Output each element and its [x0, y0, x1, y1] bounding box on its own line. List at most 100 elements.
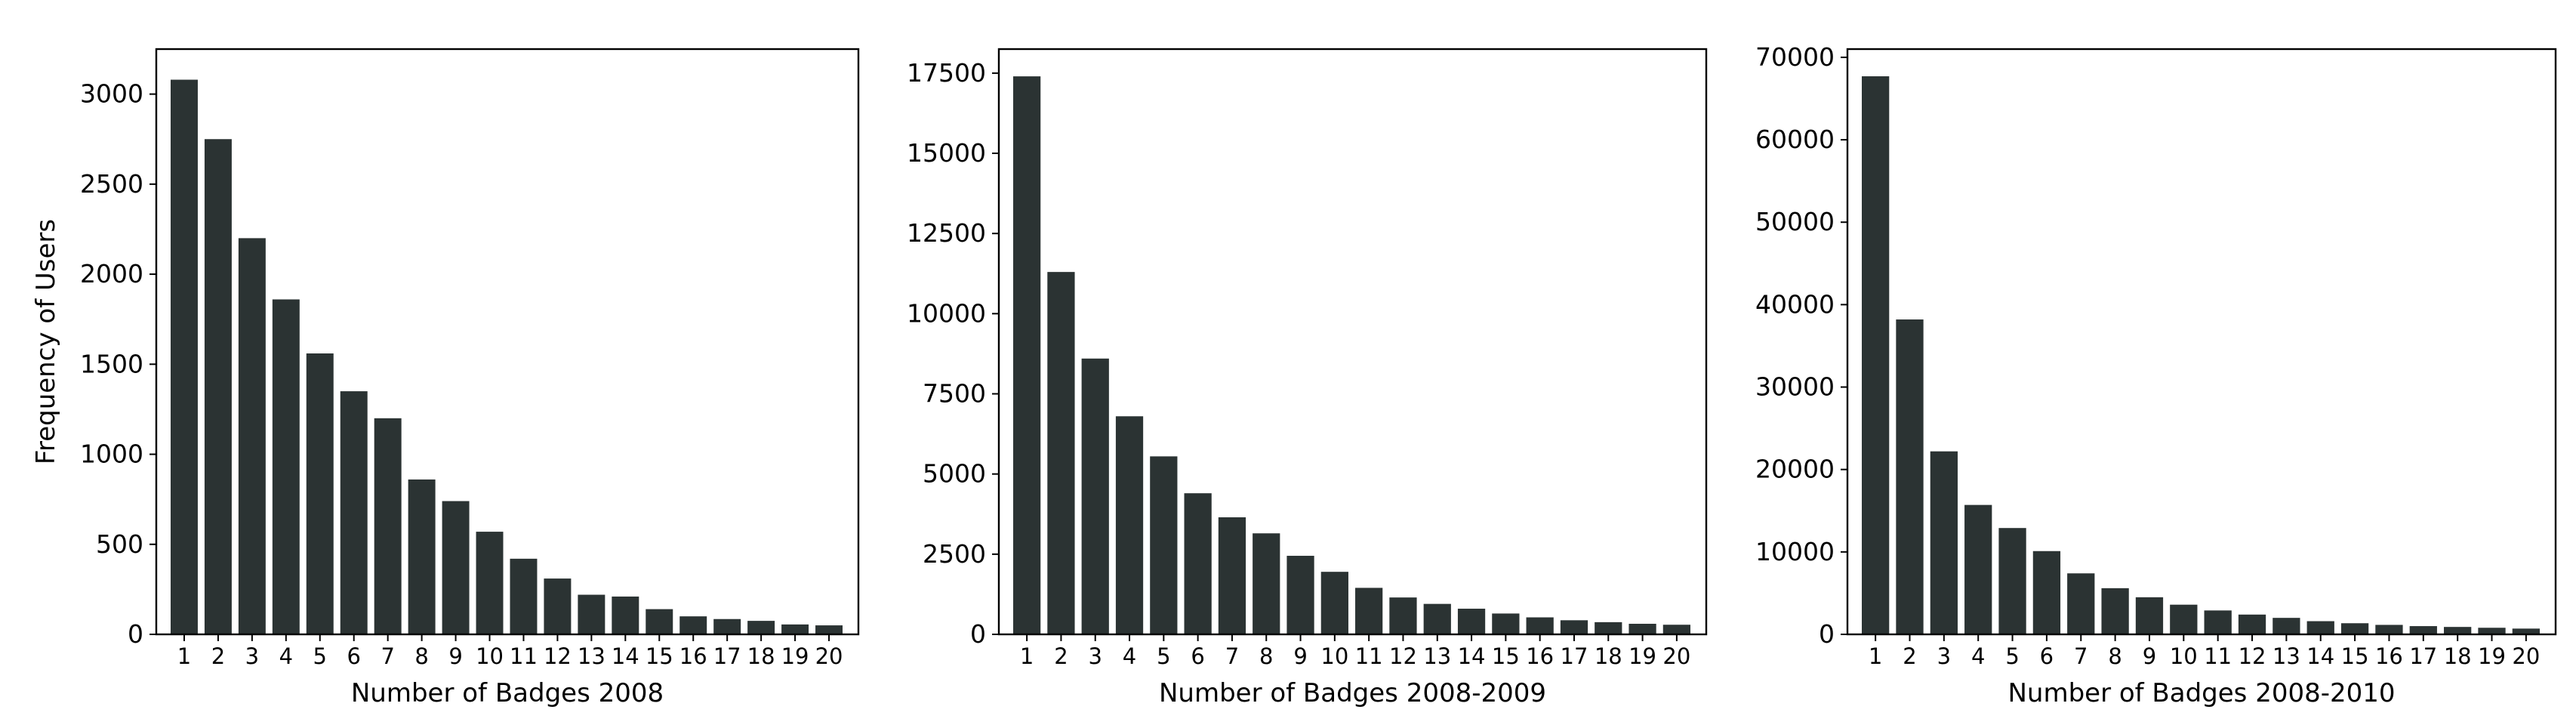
bar-series — [171, 79, 843, 635]
x-tick-label: 1 — [1869, 643, 1882, 669]
bar-14 — [612, 596, 639, 634]
bar-14 — [1457, 609, 1486, 634]
y-tick-label: 10000 — [1755, 537, 1835, 566]
x-tick-label: 15 — [646, 643, 673, 669]
y-tick-label: 70000 — [1755, 42, 1835, 72]
bar-17 — [2409, 626, 2437, 634]
bar-8 — [1253, 533, 1280, 634]
x-tick-label: 13 — [578, 643, 605, 669]
bar-7 — [374, 418, 402, 634]
y-tick-label: 12500 — [907, 218, 986, 248]
bar-13 — [1423, 603, 1451, 634]
x-tick-label: 20 — [2512, 643, 2540, 669]
y-tick-label: 60000 — [1755, 125, 1835, 154]
x-axis-label: Number of Badges 2008-2009 — [1159, 678, 1546, 708]
x-tick-label: 4 — [279, 643, 293, 669]
x-tick-label: 18 — [1595, 643, 1622, 669]
x-tick-label: 7 — [381, 643, 394, 669]
bar-13 — [578, 594, 605, 634]
bar-4 — [1115, 416, 1144, 634]
bar-12 — [1389, 597, 1417, 634]
x-tick-label: 3 — [1089, 643, 1102, 669]
y-tick-label: 10000 — [907, 298, 986, 328]
x-tick-label: 19 — [1628, 643, 1656, 669]
bar-11 — [2204, 610, 2232, 634]
y-tick-label: 0 — [970, 619, 986, 649]
y-tick-label: 2500 — [923, 539, 986, 569]
bar-1 — [1013, 76, 1041, 635]
x-tick-label: 16 — [1526, 643, 1554, 669]
y-tick-label: 0 — [128, 619, 143, 649]
y-tick-label: 30000 — [1755, 372, 1835, 402]
x-tick-label: 3 — [245, 643, 259, 669]
y-tick-label: 2500 — [80, 169, 143, 199]
bar-8 — [2101, 588, 2129, 634]
bar-5 — [306, 353, 334, 634]
x-tick-label: 19 — [2478, 643, 2506, 669]
bar-20 — [2512, 628, 2540, 634]
y-tick-label: 17500 — [907, 58, 986, 88]
bar-19 — [781, 624, 809, 634]
x-tick-label: 9 — [448, 643, 462, 669]
bar-8 — [408, 479, 436, 634]
x-tick-label: 2 — [211, 643, 225, 669]
x-tick-label: 13 — [2272, 643, 2300, 669]
x-tick-label: 1 — [177, 643, 191, 669]
bar-13 — [2272, 618, 2300, 634]
x-tick-label: 8 — [1259, 643, 1273, 669]
bar-11 — [1355, 588, 1383, 634]
bar-18 — [2444, 627, 2472, 634]
x-axis-label: Number of Badges 2008 — [351, 678, 664, 708]
x-tick-label: 14 — [2306, 643, 2334, 669]
x-tick-label: 2 — [1903, 643, 1916, 669]
x-tick-label: 14 — [612, 643, 639, 669]
x-tick-label: 16 — [2375, 643, 2403, 669]
bar-series — [1862, 76, 2540, 634]
y-tick-label: 2000 — [80, 259, 143, 288]
bar-16 — [1526, 617, 1554, 634]
x-tick-label: 3 — [1937, 643, 1951, 669]
x-tick-label: 16 — [679, 643, 707, 669]
bar-16 — [679, 616, 707, 634]
bar-7 — [2067, 573, 2095, 634]
bar-9 — [2135, 597, 2164, 634]
x-tick-label: 6 — [2040, 643, 2054, 669]
chart-panel-1: 1 2 3 4 5 6 7 8 9 10 11 12 13 14 15 16 17 18 19 20050010001… — [31, 48, 860, 708]
x-tick-label: 9 — [1293, 643, 1307, 669]
bar-10 — [1320, 572, 1348, 634]
bar-6 — [340, 391, 368, 634]
bar-10 — [476, 532, 504, 634]
y-tick-label: 3000 — [80, 79, 143, 109]
bar-11 — [510, 558, 538, 634]
y-tick-label: 1500 — [80, 349, 143, 378]
y-tick-label: 50000 — [1755, 207, 1835, 236]
bar-4 — [272, 299, 300, 634]
bar-7 — [1218, 517, 1246, 634]
bar-6 — [1184, 493, 1212, 634]
x-tick-label: 7 — [2074, 643, 2088, 669]
x-tick-label: 17 — [2409, 643, 2437, 669]
bar-3 — [1930, 451, 1958, 634]
bar-6 — [2032, 551, 2061, 634]
x-tick-label: 20 — [815, 643, 843, 669]
bar-5 — [1998, 528, 2026, 634]
bar-10 — [2170, 604, 2198, 634]
x-tick-label: 10 — [476, 643, 504, 669]
x-tick-label: 4 — [1971, 643, 1985, 669]
x-tick-label: 10 — [2170, 643, 2198, 669]
x-tick-label: 11 — [2204, 643, 2232, 669]
x-tick-label: 17 — [713, 643, 741, 669]
x-tick-label: 6 — [1191, 643, 1204, 669]
bar-3 — [238, 238, 266, 634]
bar-20 — [815, 625, 843, 634]
x-tick-label: 8 — [414, 643, 428, 669]
y-tick-label: 5000 — [923, 459, 986, 489]
x-tick-label: 2 — [1054, 643, 1068, 669]
bar-18 — [747, 621, 775, 634]
x-tick-label: 5 — [1157, 643, 1170, 669]
x-tick-label: 18 — [747, 643, 775, 669]
y-tick-label: 1000 — [80, 440, 143, 469]
chart-panel-3: 1 2 3 4 5 6 7 8 9 10 11 12 13 14 15 16 17 18 19 20010000200… — [1755, 42, 2557, 708]
bar-18 — [1595, 622, 1622, 634]
y-axis-label: Frequency of Users — [31, 219, 61, 464]
